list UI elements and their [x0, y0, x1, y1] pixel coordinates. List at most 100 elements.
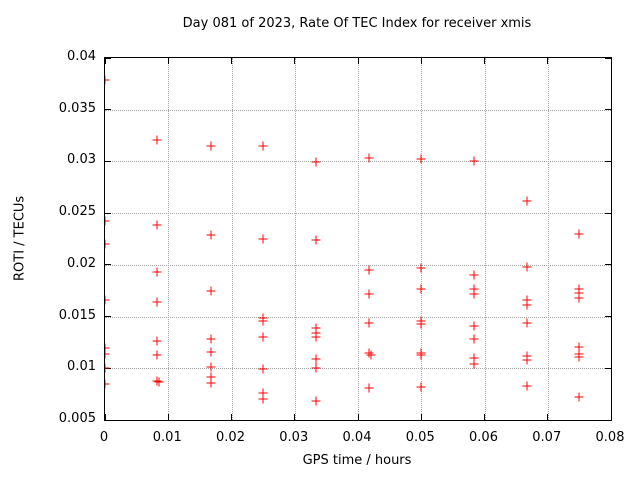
y-tick-mark — [105, 58, 111, 59]
data-point-marker — [105, 343, 110, 353]
x-tick-mark — [357, 58, 359, 64]
data-point-marker — [416, 382, 426, 392]
y-tick-mark — [105, 419, 111, 420]
y-tick-mark — [605, 316, 611, 318]
data-point-marker — [522, 355, 532, 365]
data-point-marker — [105, 363, 110, 373]
x-tick-mark — [231, 414, 232, 420]
x-tick-mark — [484, 58, 485, 64]
x-tick-label: 0 — [99, 430, 109, 445]
y-tick-mark — [105, 109, 111, 111]
chart-title: Day 081 of 2023, Rate Of TEC Index for r… — [182, 16, 532, 31]
x-tick-label: 0.03 — [279, 430, 309, 445]
y-tick-mark — [105, 212, 111, 214]
x-tick-mark — [105, 58, 106, 64]
x-tick-label: 0.08 — [595, 430, 625, 445]
y-tick-label: 0.04 — [67, 49, 96, 64]
x-tick-label: 0.02 — [216, 430, 245, 445]
data-point-marker — [364, 383, 374, 393]
data-point-marker — [152, 350, 162, 360]
data-point-marker — [311, 235, 321, 245]
x-axis-label: GPS time / hours — [302, 453, 412, 468]
data-point-marker — [206, 372, 216, 382]
data-point-marker — [105, 379, 110, 389]
data-point-marker — [311, 332, 321, 342]
data-point-marker — [364, 153, 374, 163]
data-point-marker — [311, 396, 321, 406]
x-tick-label: 0.06 — [469, 430, 498, 445]
y-tick-mark — [105, 316, 111, 318]
data-point-marker — [311, 363, 321, 373]
data-point-marker — [522, 295, 532, 305]
data-point-marker — [105, 349, 110, 359]
x-tick-mark — [420, 414, 422, 420]
y-tick-mark — [605, 367, 611, 369]
data-point-marker — [152, 220, 162, 230]
data-point-marker — [152, 267, 162, 277]
data-point-marker — [206, 378, 216, 388]
y-tick-mark — [105, 264, 111, 266]
y-tick-mark — [605, 212, 611, 214]
x-tick-mark — [294, 414, 296, 420]
x-gridline — [358, 58, 359, 420]
x-tick-label: 0.04 — [342, 430, 372, 445]
data-point-marker — [258, 394, 268, 404]
x-tick-mark — [105, 414, 106, 420]
data-point-marker — [522, 262, 532, 272]
plot-area — [104, 57, 612, 421]
data-point-marker — [105, 295, 110, 305]
data-point-marker — [152, 376, 162, 386]
x-gridline — [421, 58, 423, 420]
y-tick-mark — [605, 264, 611, 266]
data-point-marker — [416, 263, 426, 273]
y-tick-label: 0.035 — [58, 100, 96, 116]
y-tick-label: 0.025 — [58, 204, 96, 220]
data-point-marker — [469, 156, 479, 166]
data-point-marker — [469, 289, 479, 299]
x-tick-mark — [420, 58, 422, 64]
data-point-marker — [105, 216, 110, 226]
data-point-marker — [311, 323, 321, 333]
data-point-marker — [574, 342, 584, 352]
data-point-marker — [364, 289, 374, 299]
data-point-marker — [416, 284, 426, 294]
data-point-marker — [258, 141, 268, 151]
x-tick-label: 0.01 — [152, 430, 182, 445]
data-point-marker — [105, 75, 110, 85]
data-point-marker — [206, 334, 216, 344]
data-point-marker — [522, 318, 532, 328]
x-tick-label: 0.05 — [405, 430, 435, 445]
x-gridline — [484, 58, 486, 420]
data-point-marker — [152, 135, 162, 145]
data-point-marker — [522, 381, 532, 391]
x-gridline — [547, 58, 549, 420]
x-tick-label: 0.07 — [532, 430, 562, 445]
y-tick-mark — [605, 109, 611, 111]
data-point-marker — [574, 392, 584, 402]
data-point-marker — [152, 336, 162, 346]
data-point-marker — [206, 347, 216, 357]
data-point-marker — [258, 234, 268, 244]
data-point-marker — [469, 284, 479, 294]
y-tick-label: 0.005 — [58, 411, 96, 426]
data-point-marker — [105, 239, 110, 249]
data-point-marker — [258, 388, 268, 398]
data-point-marker — [258, 316, 268, 326]
data-point-marker — [574, 352, 584, 362]
y-tick-label: 0.01 — [67, 359, 96, 375]
data-point-marker — [364, 318, 374, 328]
data-point-marker — [469, 353, 479, 363]
x-gridline — [231, 58, 233, 420]
y-tick-mark — [605, 160, 611, 162]
data-point-marker — [258, 332, 268, 342]
data-point-marker — [574, 288, 584, 298]
x-tick-mark — [610, 58, 611, 64]
data-point-marker — [364, 265, 374, 275]
data-point-marker — [416, 154, 426, 164]
y-tick-label: 0.02 — [67, 255, 96, 271]
x-tick-mark — [547, 58, 549, 64]
x-tick-mark — [167, 58, 169, 64]
data-point-marker — [364, 348, 374, 358]
x-gridline — [168, 58, 170, 420]
